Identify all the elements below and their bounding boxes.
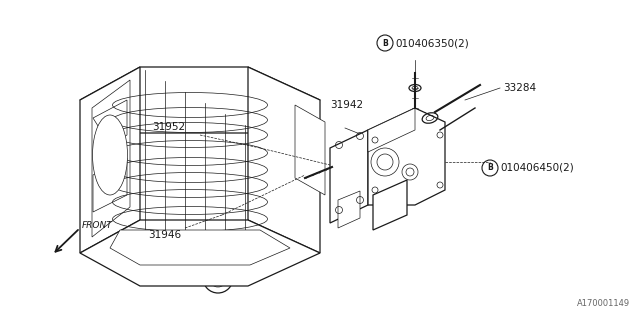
Polygon shape: [92, 80, 130, 237]
Text: 31946: 31946: [148, 230, 181, 240]
Polygon shape: [338, 191, 360, 228]
Polygon shape: [368, 108, 445, 205]
Text: B: B: [487, 164, 493, 172]
Ellipse shape: [93, 115, 127, 195]
Polygon shape: [80, 67, 140, 253]
Text: 31942: 31942: [330, 100, 363, 110]
Text: B: B: [382, 38, 388, 47]
Text: 010406450(2): 010406450(2): [500, 163, 573, 173]
Polygon shape: [110, 230, 290, 265]
Polygon shape: [248, 67, 320, 253]
Text: A170001149: A170001149: [577, 299, 630, 308]
Polygon shape: [373, 180, 407, 230]
Polygon shape: [80, 220, 320, 286]
Polygon shape: [330, 130, 368, 223]
Polygon shape: [368, 108, 415, 152]
Polygon shape: [80, 67, 320, 133]
Text: FRONT: FRONT: [82, 221, 113, 230]
Text: 010406350(2): 010406350(2): [395, 38, 468, 48]
Polygon shape: [295, 105, 325, 195]
Text: 33284: 33284: [503, 83, 536, 93]
Text: 31952: 31952: [152, 122, 185, 132]
